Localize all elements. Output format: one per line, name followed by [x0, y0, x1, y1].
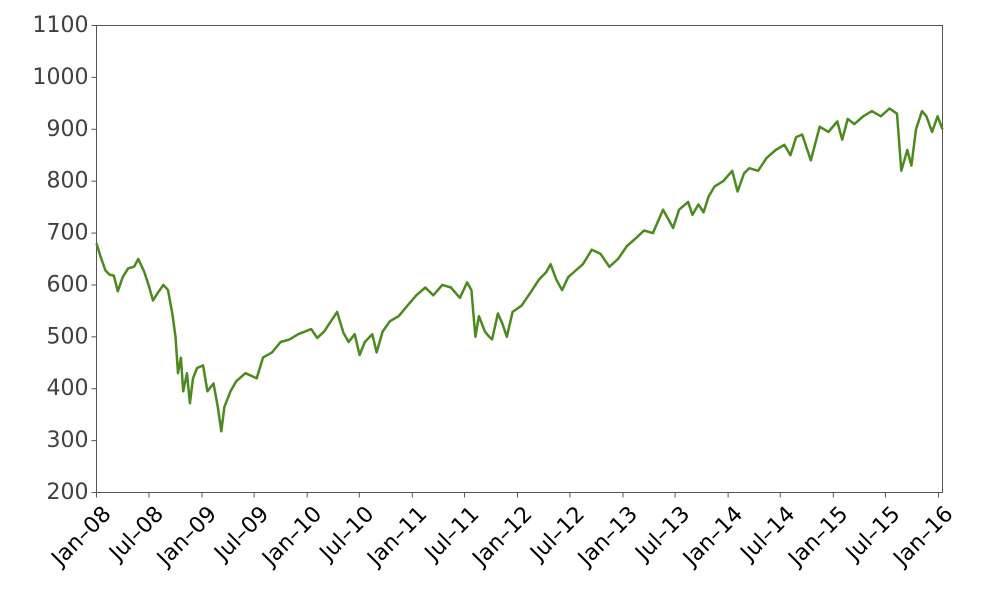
y-tick-label: 800: [47, 169, 89, 194]
series-layer: [95, 107, 944, 433]
y-tick-label: 200: [47, 480, 89, 505]
plot-frame: [96, 25, 943, 493]
y-tick-label: 600: [47, 272, 89, 297]
y-tick-label: 400: [47, 376, 89, 401]
y-tick-label: 500: [47, 324, 89, 349]
x-tick-label: Jan–16: [888, 502, 959, 573]
y-tick-label: 1100: [33, 13, 89, 38]
x-tick-label: Jan–10: [256, 502, 327, 573]
x-tick-label: Jan–11: [362, 502, 433, 573]
x-tick-label: Jan–09: [151, 502, 222, 573]
x-axis: Jan–08Jul–08Jan–09Jul–09Jan–10Jul–10Jan–…: [46, 492, 959, 573]
x-tick-label: Jan–15: [783, 502, 854, 573]
series-line: [95, 107, 944, 433]
x-tick-label: Jan–13: [572, 502, 643, 573]
y-tick-label: 300: [47, 428, 89, 453]
x-tick-label: Jan–08: [46, 502, 117, 573]
y-tick-label: 700: [47, 221, 89, 246]
y-tick-label: 900: [47, 117, 89, 142]
x-tick-label: Jan–14: [677, 502, 748, 573]
x-tick-label: Jan–12: [467, 502, 538, 573]
y-tick-label: 1000: [33, 65, 89, 90]
y-axis: 200 300 400 500 600 700 800 900 1000 1100: [33, 13, 97, 505]
